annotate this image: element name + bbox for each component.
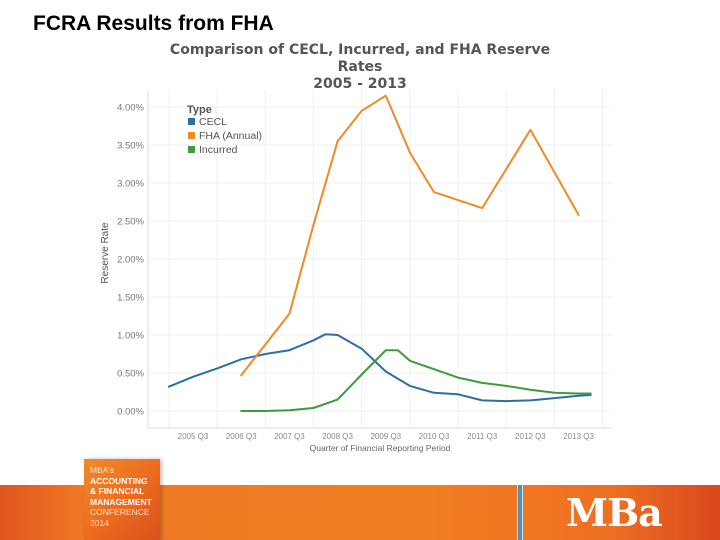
legend-item-label: Incurred xyxy=(199,144,238,156)
x-tick-label: 2013 Q3 xyxy=(563,432,594,441)
legend-item-label: FHA (Annual) xyxy=(199,130,262,142)
conference-line-4: MANAGEMENT xyxy=(90,496,152,507)
x-axis-ticks: 2005 Q3 2006 Q3 2007 Q3 2008 Q3 2009 Q3 2010 … xyxy=(178,432,595,441)
conference-line-2: ACCOUNTING xyxy=(90,475,148,486)
x-tick-label: 2008 Q3 xyxy=(322,432,353,441)
conference-badge: MBA's ACCOUNTING & FINANCIAL MANAGEMENT … xyxy=(84,459,160,540)
chart-grid xyxy=(147,90,612,429)
x-tick-label: 2011 Q3 xyxy=(467,432,498,441)
legend-swatch xyxy=(188,146,195,153)
y-tick-label: 1.00% xyxy=(117,331,144,342)
series-fha-annual xyxy=(240,94,580,377)
conference-line-3: & FINANCIAL xyxy=(90,486,145,496)
chart-title-block: Comparison of CECL, Incurred, and FHA Re… xyxy=(150,42,570,93)
mba-logo: MBa xyxy=(566,490,663,535)
y-tick-label: 1.50% xyxy=(117,293,144,304)
chart-subtitle: 2005 - 2013 xyxy=(313,76,407,92)
y-tick-label: 0.50% xyxy=(117,369,144,380)
series-incurred xyxy=(240,349,592,412)
x-tick-label: 2009 Q3 xyxy=(370,432,401,441)
legend-swatch xyxy=(188,118,195,125)
x-axis-label: Quarter of Financial Reporting Period xyxy=(310,443,451,453)
x-tick-label: 2006 Q3 xyxy=(226,432,257,441)
x-tick-label: 2010 Q3 xyxy=(419,432,450,441)
y-axis-ticks: 0.00% 0.50% 1.00% 1.50% 2.00% 2.50% 3.00% 3.50%… xyxy=(117,103,144,418)
line-chart: 0.00% 0.50% 1.00% 1.50% 2.00% 2.50% 3.00% 3.50%… xyxy=(100,90,612,453)
y-tick-label: 3.50% xyxy=(117,141,144,152)
footer-divider xyxy=(517,485,523,540)
y-axis-label: Reserve Rate xyxy=(100,222,111,284)
chart-series xyxy=(167,94,592,412)
chart-title: Comparison of CECL, Incurred, and FHA Re… xyxy=(169,42,551,75)
series-cecl xyxy=(167,333,592,403)
x-tick-label: 2005 Q3 xyxy=(178,432,209,441)
x-tick-label: 2007 Q3 xyxy=(274,432,305,441)
y-tick-label: 4.00% xyxy=(117,103,144,114)
legend-item-label: CECL xyxy=(199,116,227,128)
legend-title: Type xyxy=(187,104,212,116)
conference-line-5: CONFERENCE 2014 xyxy=(90,507,150,528)
slide-title: FCRA Results from FHA xyxy=(33,12,274,35)
y-tick-label: 0.00% xyxy=(117,407,144,418)
legend-swatch xyxy=(188,132,195,139)
y-tick-label: 2.50% xyxy=(117,217,144,228)
y-tick-label: 3.00% xyxy=(117,179,144,190)
x-tick-label: 2012 Q3 xyxy=(515,432,546,441)
conference-line-1: MBA's xyxy=(90,465,115,475)
y-tick-label: 2.00% xyxy=(117,255,144,266)
